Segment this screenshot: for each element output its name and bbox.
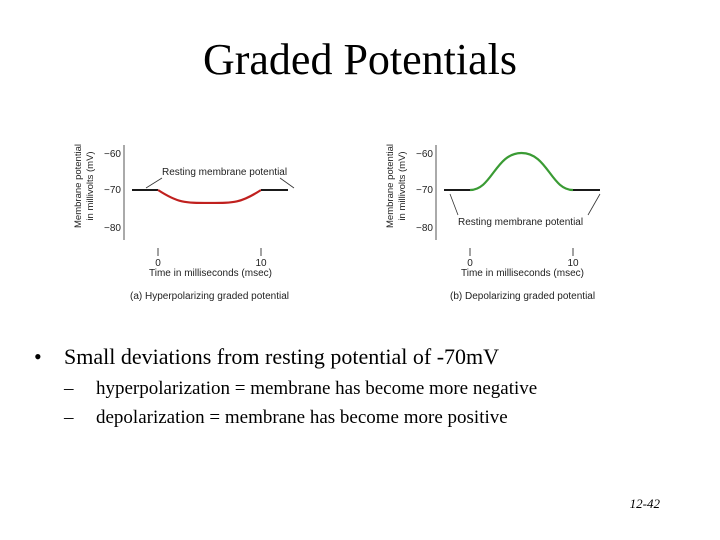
slide-title: Graded Potentials xyxy=(202,35,518,84)
bullet-main-text: Small deviations from resting potential … xyxy=(64,344,500,369)
bullet-sub-2: – depolarization = membrane has become m… xyxy=(34,403,694,432)
bullet-sub-text: hyperpolarization = membrane has become … xyxy=(96,378,538,399)
x-tick-0: 0 xyxy=(467,258,473,269)
resting-potential-annotation: Resting membrane potential xyxy=(458,217,583,228)
y-tick-minus80: −80 xyxy=(416,223,433,234)
x-axis-label: Time in milliseconds (msec) xyxy=(149,268,272,279)
y-axis-label-line2: in millivolts (mV) xyxy=(397,151,408,220)
sub-bullet-marker: – xyxy=(64,378,74,399)
y-tick-minus80: −80 xyxy=(104,223,121,234)
y-axis-label-line2: in millivolts (mV) xyxy=(85,151,96,220)
annotation-arrow-right xyxy=(587,193,601,216)
bullet-sub-1: – hyperpolarization = membrane has becom… xyxy=(34,374,694,403)
bullet-sub-text: depolarization = membrane has become mor… xyxy=(96,407,508,428)
resting-potential-annotation: Resting membrane potential xyxy=(162,167,287,178)
y-tick-minus70: −70 xyxy=(104,185,121,196)
bullet-list: • Small deviations from resting potentia… xyxy=(34,340,694,432)
x-tick-10: 10 xyxy=(255,258,267,269)
hyperpolarizing-graph: Membrane potential in millivolts (mV) −6… xyxy=(73,144,295,302)
panel-a-caption: (a) Hyperpolarizing graded potential xyxy=(130,291,289,302)
x-tick-10: 10 xyxy=(567,258,579,269)
panel-b-caption: (b) Depolarizing graded potential xyxy=(450,291,595,302)
y-axis-label-line1: Membrane potential xyxy=(73,144,84,228)
annotation-arrow-left xyxy=(145,177,163,189)
x-axis-label: Time in milliseconds (msec) xyxy=(461,268,584,279)
bullet-marker: • xyxy=(34,344,42,369)
sub-bullet-marker: – xyxy=(64,407,74,428)
page-number: 12-42 xyxy=(629,496,660,511)
annotation-arrow-left xyxy=(449,193,459,216)
annotation-arrow-right xyxy=(279,177,295,189)
y-tick-minus60: −60 xyxy=(104,149,121,160)
x-tick-0: 0 xyxy=(155,258,161,269)
depolarization-curve xyxy=(469,151,574,192)
y-tick-minus70: −70 xyxy=(416,185,433,196)
y-axis-label-line1: Membrane potential xyxy=(385,144,396,228)
bullet-main: • Small deviations from resting potentia… xyxy=(34,340,694,374)
y-tick-minus60: −60 xyxy=(416,149,433,160)
hyperpolarization-curve xyxy=(157,189,262,205)
depolarizing-graph: Membrane potential in millivolts (mV) −6… xyxy=(385,144,601,302)
